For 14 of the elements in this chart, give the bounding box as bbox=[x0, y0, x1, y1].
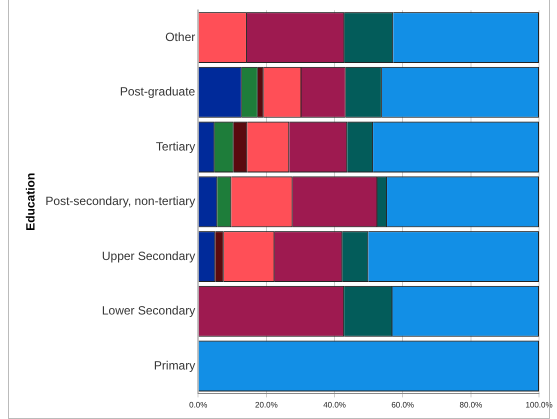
x-tick-label: 60.0% bbox=[391, 400, 414, 410]
y-tick-label: Other bbox=[165, 30, 196, 44]
x-tick-label: 100.0% bbox=[525, 400, 553, 410]
x-tick-label: 20.0% bbox=[255, 400, 278, 410]
y-tick-label: Post-graduate bbox=[120, 84, 196, 99]
y-tick-label: Post-secondary, non-tertiary bbox=[45, 194, 196, 208]
y-tick-label: Tertiary bbox=[156, 139, 196, 154]
y-tick-label: Lower Secondary bbox=[102, 304, 196, 318]
x-tick-label: 0.0% bbox=[189, 400, 208, 410]
y-tick-label: Primary bbox=[154, 358, 196, 372]
x-tick-label: 40.0% bbox=[323, 400, 346, 410]
y-axis-title: Education bbox=[24, 172, 38, 231]
y-tick-label: Upper Secondary bbox=[102, 248, 196, 263]
x-tick-label: 80.0% bbox=[460, 400, 482, 410]
